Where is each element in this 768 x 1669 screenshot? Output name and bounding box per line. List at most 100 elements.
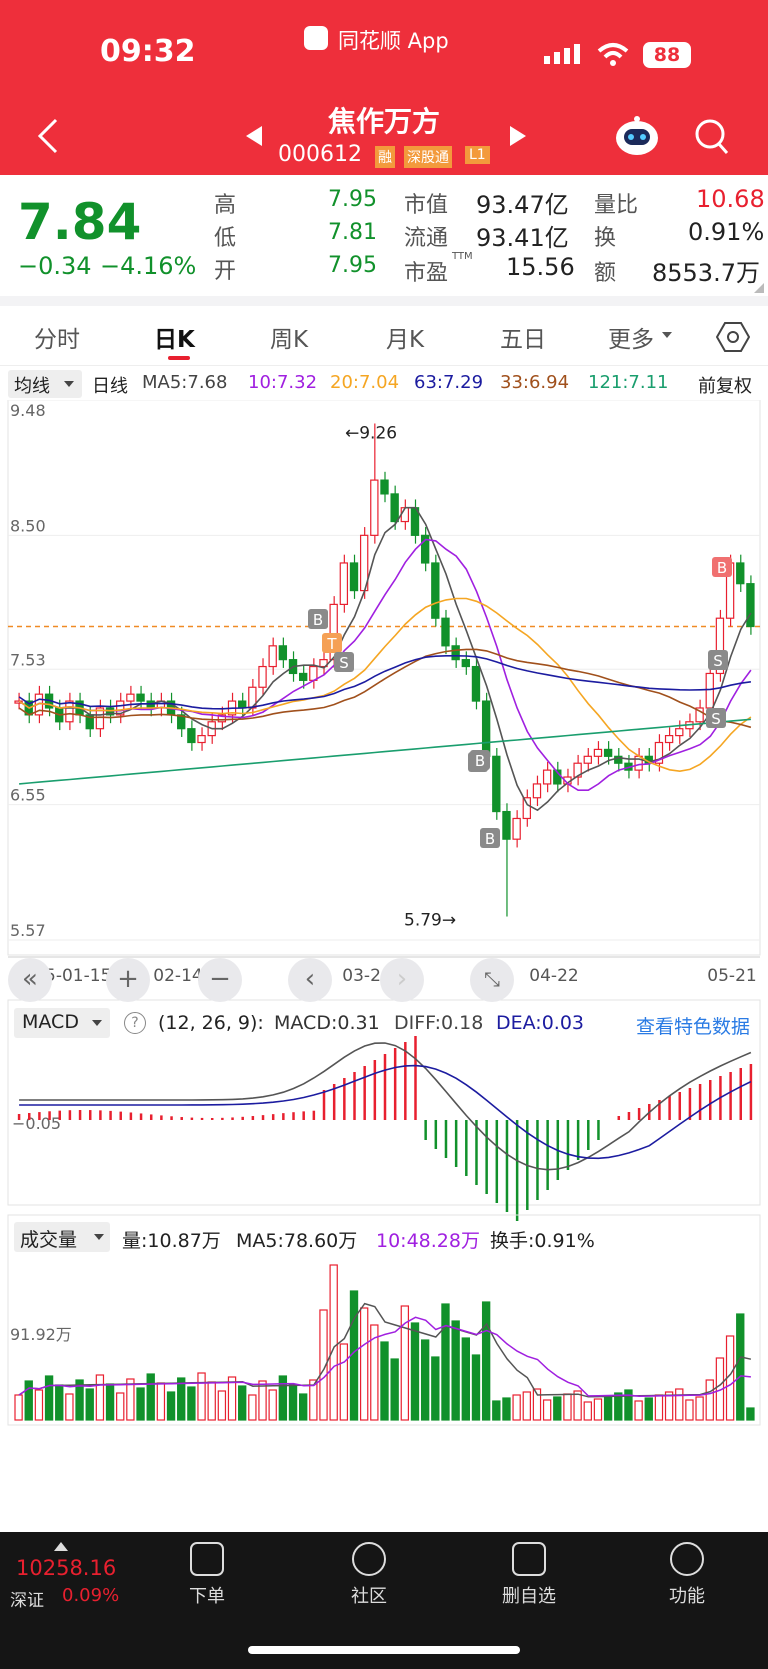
volume-ma10: 10:48.28万	[376, 1230, 480, 1252]
pan-left-button[interactable]: ‹	[288, 958, 332, 1002]
volume-caret-icon	[94, 1234, 104, 1240]
stat-volratio-label: 量比	[594, 193, 639, 218]
expand-corner-icon[interactable]	[754, 283, 764, 293]
ma63-line	[18, 655, 752, 710]
volume-bar	[248, 1394, 257, 1421]
volume-bar	[268, 1389, 277, 1421]
app-name: 同花顺 App	[338, 29, 449, 53]
ma33-value: 33:6.94	[500, 372, 570, 393]
tab-five-day[interactable]: 五日	[500, 327, 546, 353]
volume-bar	[136, 1387, 145, 1421]
volume-bar	[654, 1394, 664, 1421]
candle-body	[664, 735, 674, 744]
prev-stock-icon[interactable]	[244, 124, 264, 148]
nav-order[interactable]: 下单	[162, 1542, 252, 1608]
macd-feature-link[interactable]: 查看特色数据	[636, 1016, 751, 1038]
nav-remove-watchlist-label: 删自选	[502, 1586, 556, 1607]
trade-signal-marker	[480, 828, 500, 848]
volume-bar	[390, 1358, 399, 1421]
nav-community[interactable]: 社区	[324, 1542, 414, 1608]
volume-bar	[603, 1395, 613, 1421]
volume-bar	[736, 1313, 745, 1421]
candle-body	[441, 617, 450, 647]
back-icon[interactable]	[36, 116, 60, 156]
price-change: −0.34	[18, 252, 92, 280]
robot-assistant-icon[interactable]	[614, 114, 660, 158]
stat-float-value: 93.41亿	[476, 224, 569, 252]
stock-name: 焦作万方	[327, 105, 440, 138]
candle-body	[187, 728, 196, 744]
nav-functions[interactable]: 功能	[642, 1542, 732, 1608]
candle-body	[522, 797, 531, 820]
pan-right-button[interactable]: ›	[380, 958, 424, 1002]
index-pct: 0.09%	[62, 1585, 120, 1606]
volume-bar	[522, 1391, 531, 1421]
trade-signal-label: B	[475, 752, 485, 770]
zoom-out-left-button[interactable]: «	[8, 958, 52, 1002]
volume-dropdown[interactable]: 成交量	[14, 1222, 110, 1252]
candle-body	[451, 645, 460, 661]
volume-bar	[146, 1373, 155, 1421]
tab-intraday[interactable]: 分时	[34, 327, 80, 353]
candle-body	[593, 748, 603, 757]
next-stock-icon[interactable]	[508, 124, 528, 148]
volume-bar	[14, 1394, 23, 1421]
stat-mktcap-label: 市值	[404, 193, 449, 218]
volume-bar	[441, 1303, 450, 1421]
volume-bar	[55, 1384, 64, 1421]
ma121-line	[19, 718, 751, 785]
app-header: 09:32 同花顺 App 88 焦作万方 000612 融 深股通 L1	[0, 0, 768, 175]
indicator-dropdown[interactable]: 均线	[8, 370, 82, 398]
macd-dropdown[interactable]: MACD	[14, 1008, 110, 1038]
volume-bar	[573, 1390, 582, 1421]
stat-mktcap-value: 93.47亿	[476, 191, 569, 219]
ma5-value: MA5:7.68	[142, 372, 228, 393]
volume-bar	[705, 1379, 714, 1421]
tag-shengutong: 深股通	[404, 146, 452, 168]
trade-signal-label: B	[485, 830, 495, 848]
ma63-value: 63:7.29	[414, 372, 484, 393]
settings-hexagon-icon[interactable]	[715, 320, 751, 354]
dropdown-caret-icon	[64, 381, 74, 387]
candle-body	[542, 769, 552, 785]
macd-help-icon[interactable]: ?	[124, 1012, 146, 1034]
candle-body	[736, 562, 745, 585]
high-price-label: ←9.26	[345, 423, 397, 443]
volume-bar	[685, 1399, 694, 1421]
candle-body	[715, 617, 725, 675]
volume-bar	[85, 1388, 94, 1421]
macd-caret-icon	[92, 1020, 102, 1026]
zoom-minus-button[interactable]: −	[198, 958, 242, 1002]
candle-body	[420, 534, 430, 564]
tab-monthly-k[interactable]: 月K	[386, 327, 425, 353]
candle-body	[583, 755, 592, 764]
index-value[interactable]: 10258.16	[16, 1556, 117, 1580]
search-icon[interactable]	[694, 118, 730, 156]
price-change-pct: −4.16%	[100, 252, 197, 280]
candle-body	[329, 603, 338, 661]
volume-bar	[258, 1380, 267, 1421]
volume-bar	[481, 1301, 491, 1421]
volume-bar	[431, 1356, 440, 1421]
volume-bar	[644, 1397, 653, 1421]
price-axis-label: 7.53	[10, 650, 46, 669]
macd-dropdown-label: MACD	[22, 1011, 79, 1033]
trade-signal-label: S	[713, 652, 723, 670]
adjust-mode[interactable]: 前复权	[698, 376, 752, 397]
zoom-in-button[interactable]: +	[106, 958, 150, 1002]
volume-panel-frame	[7, 1214, 761, 1426]
volume-bar	[410, 1322, 420, 1421]
fullscreen-button[interactable]: ⤡	[470, 958, 514, 1002]
tab-daily-k[interactable]: 日K	[154, 327, 195, 353]
nav-remove-watchlist[interactable]: 删自选	[484, 1542, 574, 1608]
volume-bar	[400, 1305, 410, 1421]
volume-bar	[471, 1354, 481, 1421]
kline-chart[interactable]: 9.488.507.536.555.57←9.265.79→BTSSBSBSB2…	[0, 400, 768, 1540]
tab-weekly-k[interactable]: 周K	[270, 327, 309, 353]
tab-more[interactable]: 更多	[608, 327, 654, 353]
volume-bar	[553, 1396, 562, 1421]
volume-bar	[359, 1307, 369, 1421]
volume-bar	[746, 1407, 755, 1421]
candle-body	[95, 707, 105, 730]
volume-bar	[227, 1376, 237, 1421]
